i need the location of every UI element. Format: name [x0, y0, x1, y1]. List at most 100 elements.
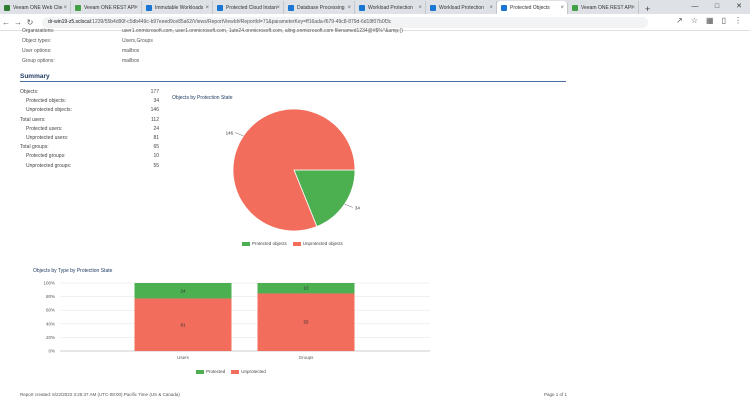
url-input[interactable]: dr-win19-z5.sclocal:1239/55b4d90f-c5db44… — [42, 16, 648, 28]
param-row: Organizations: user1.onmicrosoft.com, use… — [22, 28, 403, 34]
summary-label: Protected users: — [26, 125, 63, 132]
browser-tab[interactable]: Immutable Workloads × — [142, 1, 213, 14]
y-tick-label: 100% — [43, 281, 55, 286]
legend-swatch — [231, 369, 240, 374]
summary-value: 24 — [153, 125, 159, 132]
tab-label: Protected Objects — [510, 4, 550, 11]
tab-close-icon[interactable]: × — [134, 4, 138, 11]
report-content: Organizations: user1.onmicrosoft.com, use… — [0, 28, 750, 408]
tab-close-icon[interactable]: × — [276, 4, 280, 11]
browser-tab[interactable]: Protected Cloud Instan × — [213, 1, 284, 14]
bar-chart-title: Objects by Type by Protection State — [33, 268, 113, 274]
forward-icon[interactable]: → — [14, 17, 22, 27]
tab-close-icon[interactable]: × — [347, 4, 351, 11]
window-controls: — □ ✕ — [684, 0, 750, 14]
page-number: Page 1 of 1 — [544, 392, 568, 397]
param-value: mailbox — [122, 48, 140, 54]
summary-title: Summary — [20, 73, 50, 80]
bar-data-label: 24 — [180, 288, 186, 293]
tab-close-icon[interactable]: × — [631, 4, 635, 11]
tab-close-icon[interactable]: × — [489, 4, 493, 11]
minimize-icon[interactable]: — — [691, 3, 699, 10]
bar-segment — [257, 283, 355, 294]
bar-legend: Protected Unprotected — [196, 369, 266, 374]
summary-label: Protected groups: — [26, 153, 66, 160]
bar-chart: 0% 20% 40% 60% 80% 100% 24 81 Users 10 55 Groups — [43, 281, 430, 360]
browser-tab[interactable]: Database Processing × — [284, 1, 355, 14]
extensions-icon[interactable]: ▦ — [706, 16, 714, 25]
tab-close-icon[interactable]: × — [205, 4, 209, 11]
report-created: Report created: 6/22/2022 3:25:37 AM (UT… — [20, 392, 180, 397]
param-label: Object types: — [22, 38, 52, 44]
browser-tab[interactable]: Veeam ONE REST API × — [71, 1, 142, 14]
share-icon[interactable]: ↗ — [676, 16, 683, 25]
summary-value: 55 — [153, 162, 159, 169]
legend-item: Unprotected objects — [292, 241, 343, 246]
tab-favicon-icon — [217, 4, 223, 11]
tab-label: Veeam ONE REST API — [581, 4, 633, 11]
summary-label: Total groups: — [20, 144, 49, 151]
reload-icon[interactable]: ↻ — [26, 17, 34, 27]
tab-favicon-icon — [501, 4, 507, 11]
tab-label: Veeam ONE REST API — [84, 4, 136, 11]
legend-swatch — [242, 241, 250, 246]
summary-value: 112 — [151, 116, 159, 123]
summary-label: Unprotected objects: — [26, 107, 72, 114]
address-bar: ← → ↻ dr-win19-z5.sclocal:1239/55b4d90f-… — [0, 14, 750, 31]
legend-label: Unprotected objects — [302, 241, 343, 246]
summary-label: Unprotected users: — [26, 135, 69, 141]
tab-favicon-icon — [4, 4, 10, 11]
url-path: :1239/55b4d90f-c5db449c-b97eeed9ce85a62/… — [90, 18, 392, 25]
param-value: user1.onmicrosoft.com, user1.onmicrosoft… — [122, 28, 403, 34]
tab-favicon-icon — [288, 4, 294, 11]
tab-label: Veeam ONE Web Clie — [13, 4, 63, 11]
summary-value: 10 — [153, 153, 159, 160]
summary-label: Protected objects: — [26, 98, 67, 105]
pie-slice — [293, 169, 356, 228]
tab-close-icon[interactable]: × — [560, 4, 564, 11]
bookmark-star-icon[interactable]: ☆ — [690, 16, 699, 25]
y-tick-label: 40% — [46, 321, 55, 326]
tab-label: Workload Protection — [439, 4, 484, 11]
browser-tab[interactable]: Workload Protection × — [355, 1, 426, 14]
summary-label: Unprotected groups: — [26, 162, 72, 169]
sidebar-icon[interactable]: ▯ — [721, 16, 726, 25]
pie-data-label: 34 — [355, 205, 361, 210]
y-tick-label: 20% — [46, 335, 55, 340]
maximize-icon[interactable]: □ — [714, 3, 720, 10]
browser-tab[interactable]: Workload Protection × — [426, 1, 497, 14]
bar-segment — [134, 298, 232, 351]
bar-data-label: 55 — [303, 320, 309, 325]
tab-label: Workload Protection — [368, 4, 413, 11]
new-tab-button[interactable]: + — [645, 4, 651, 14]
legend-item: Unprotected — [231, 369, 266, 374]
tab-favicon-icon — [430, 4, 436, 11]
tab-label: Database Processing — [297, 4, 345, 11]
param-value: mailbox — [122, 58, 140, 64]
tab-favicon-icon — [75, 4, 81, 11]
browser-tab[interactable]: Veeam ONE Web Clie × — [0, 1, 71, 14]
param-label: Group options: — [22, 58, 55, 64]
bar-data-label: 10 — [303, 286, 309, 291]
close-icon[interactable]: ✕ — [736, 3, 742, 10]
url-host: dr-win19-z5.sclocal — [48, 18, 91, 25]
pie-legend: Protected objects Unprotected objects — [242, 241, 343, 246]
browser-tab[interactable]: Veeam ONE REST API × — [568, 1, 639, 14]
menu-icon[interactable]: ⋮ — [734, 16, 742, 25]
tab-close-icon[interactable]: × — [63, 4, 67, 11]
param-row: User options: mailbox — [22, 48, 139, 54]
summary-label: Objects: — [20, 89, 39, 95]
param-label: User options: — [22, 48, 52, 54]
tab-favicon-icon — [359, 4, 365, 11]
tab-close-icon[interactable]: × — [418, 4, 422, 11]
legend-label: Protected objects — [252, 241, 287, 246]
y-tick-label: 0% — [48, 349, 55, 354]
summary-value: 177 — [150, 89, 159, 95]
param-value: Users,Groups — [122, 38, 153, 44]
legend-item: Protected objects — [242, 241, 287, 246]
back-icon[interactable]: ← — [2, 17, 10, 27]
browser-tab[interactable]: Protected Objects × — [497, 1, 568, 14]
param-label: Organizations: — [22, 28, 55, 34]
pie-chart: 34 146 — [226, 108, 361, 232]
tab-favicon-icon — [146, 4, 152, 11]
